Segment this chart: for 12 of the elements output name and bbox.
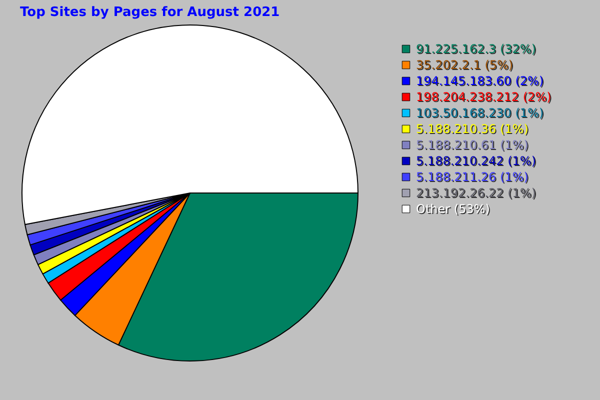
legend-label: 5.188.210.61 (1%) — [416, 138, 528, 152]
legend-label: 5.188.210.36 (1%) — [416, 122, 528, 136]
legend-label: 198.204.238.212 (2%) — [416, 90, 552, 104]
legend-label: 194.145.183.60 (2%) — [416, 74, 544, 88]
legend-label: 35.202.2.1 (5%) — [416, 58, 514, 72]
legend-label: 5.188.210.242 (1%) — [416, 154, 536, 168]
chart-title: Top Sites by Pages for August 2021 — [20, 5, 280, 20]
legend-label: 5.188.211.26 (1%) — [416, 170, 528, 184]
legend-label: 103.50.168.230 (1%) — [416, 106, 544, 120]
legend-label: 91.225.162.3 (32%) — [416, 42, 536, 56]
legend-label: Other (53%) — [416, 202, 490, 216]
legend-label: 213.192.26.22 (1%) — [416, 186, 536, 200]
